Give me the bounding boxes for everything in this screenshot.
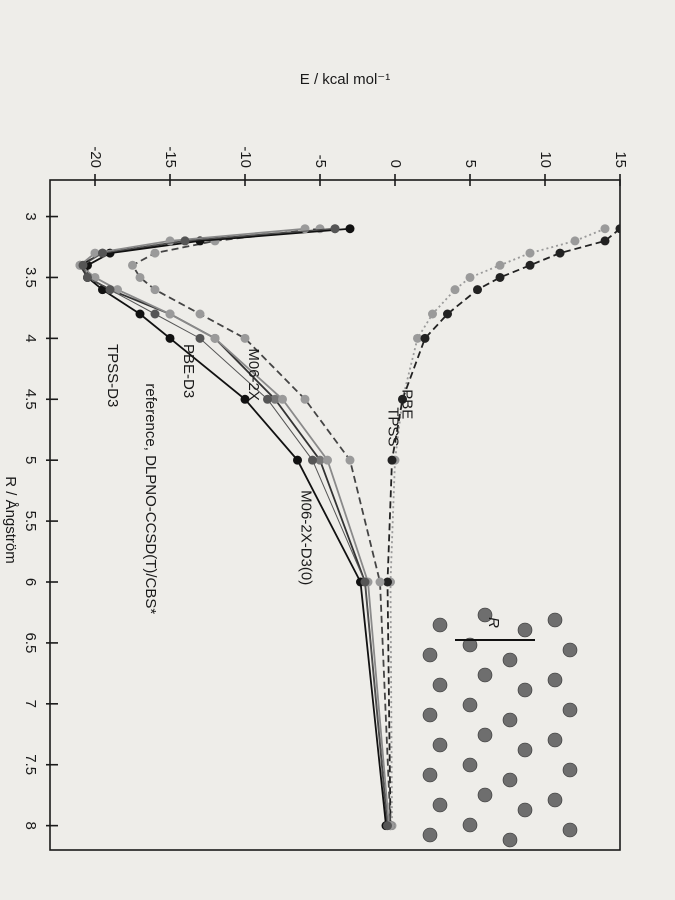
x-axis-label: R / Ångström xyxy=(2,476,19,564)
data-point xyxy=(150,248,160,258)
data-point xyxy=(570,236,580,246)
x-tick-label: 4.5 xyxy=(22,389,39,410)
x-tick-label: 3 xyxy=(22,212,39,220)
data-point xyxy=(300,394,310,404)
data-point xyxy=(308,455,317,465)
data-point xyxy=(98,248,107,258)
data-point xyxy=(195,309,205,319)
data-point xyxy=(360,577,370,587)
data-point xyxy=(128,260,137,270)
series-label: PBE-D3 xyxy=(180,344,197,398)
data-point xyxy=(240,333,250,343)
data-point xyxy=(315,455,325,465)
data-point xyxy=(495,272,505,282)
data-point xyxy=(135,272,145,282)
data-point xyxy=(180,236,190,246)
x-tick-label: 7.5 xyxy=(22,754,39,775)
data-point xyxy=(600,236,610,246)
x-tick-label: 7 xyxy=(22,700,39,708)
series-label: M06-2X-D3(0) xyxy=(298,490,315,585)
y-tick-label: 10 xyxy=(537,151,554,168)
inset-molecule xyxy=(422,607,578,848)
data-point xyxy=(525,248,535,258)
rotated-chart: R R / Ångström E / kcal mol⁻¹ -20 -15 -10 -… xyxy=(2,71,629,851)
data-point xyxy=(473,285,482,295)
series-line xyxy=(389,227,606,826)
series-label: PBE xyxy=(399,389,416,419)
data-point xyxy=(398,394,407,404)
x-tick-label: 6 xyxy=(22,578,39,586)
data-point xyxy=(278,394,287,404)
x-tick-label: 8 xyxy=(22,821,39,829)
data-point xyxy=(113,285,122,295)
x-tick-label: 5.5 xyxy=(22,511,39,532)
series-line xyxy=(78,227,390,826)
data-point xyxy=(555,248,565,258)
y-tick-label: 5 xyxy=(462,160,479,168)
series-line xyxy=(131,227,392,826)
y-tick-label: 15 xyxy=(612,151,629,168)
data-point xyxy=(83,272,92,282)
data-point xyxy=(383,577,392,587)
data-point xyxy=(293,455,302,465)
series-label: TPSS xyxy=(385,407,402,446)
data-point xyxy=(495,260,505,270)
data-point xyxy=(345,455,355,465)
series-label: TPSS-D3 xyxy=(104,344,121,407)
series-line xyxy=(86,227,387,826)
data-point xyxy=(420,333,430,343)
data-point xyxy=(263,394,272,404)
data-point xyxy=(375,577,385,587)
y-tick-label: -10 xyxy=(237,146,254,168)
data-point xyxy=(270,394,280,404)
x-tick-label: 6.5 xyxy=(22,632,39,653)
data-point xyxy=(428,309,437,319)
y-tick-label: -5 xyxy=(312,155,329,168)
series-line xyxy=(386,228,620,826)
data-point xyxy=(210,333,220,343)
data-point xyxy=(90,248,100,258)
data-point xyxy=(90,272,100,282)
data-point xyxy=(165,309,175,319)
y-tick-label: -15 xyxy=(162,146,179,168)
data-point xyxy=(323,455,332,465)
x-tick-label: 5 xyxy=(22,456,39,464)
series-line xyxy=(82,228,388,826)
data-point xyxy=(443,309,452,319)
data-point xyxy=(165,333,175,343)
data-point xyxy=(135,309,145,319)
data-point xyxy=(387,455,397,465)
data-point xyxy=(98,285,107,295)
data-point xyxy=(450,285,460,295)
data-point xyxy=(345,224,355,234)
plot-area xyxy=(75,224,620,831)
data-point xyxy=(240,394,250,404)
inset-label: R xyxy=(485,617,502,628)
x-tick-label: 4 xyxy=(22,334,39,342)
y-tick-label: 0 xyxy=(387,160,404,168)
y-tick-label: -20 xyxy=(87,146,104,168)
data-point xyxy=(383,821,392,831)
data-point xyxy=(150,309,160,319)
data-point xyxy=(330,224,340,234)
data-point xyxy=(105,285,115,295)
data-point xyxy=(413,333,422,343)
data-point xyxy=(615,224,620,234)
data-point xyxy=(150,285,160,295)
data-point xyxy=(600,224,610,234)
plot-frame xyxy=(49,179,621,851)
series-label: M06-2X xyxy=(245,348,262,401)
data-point xyxy=(195,333,205,343)
data-point xyxy=(525,260,535,270)
y-axis-label: E / kcal mol⁻¹ xyxy=(300,71,390,88)
x-tick-label: 3.5 xyxy=(22,267,39,288)
series-label: reference, DLPNO-CCSD(T)/CBS* xyxy=(142,383,159,614)
data-point xyxy=(78,260,88,270)
data-point xyxy=(465,272,475,282)
